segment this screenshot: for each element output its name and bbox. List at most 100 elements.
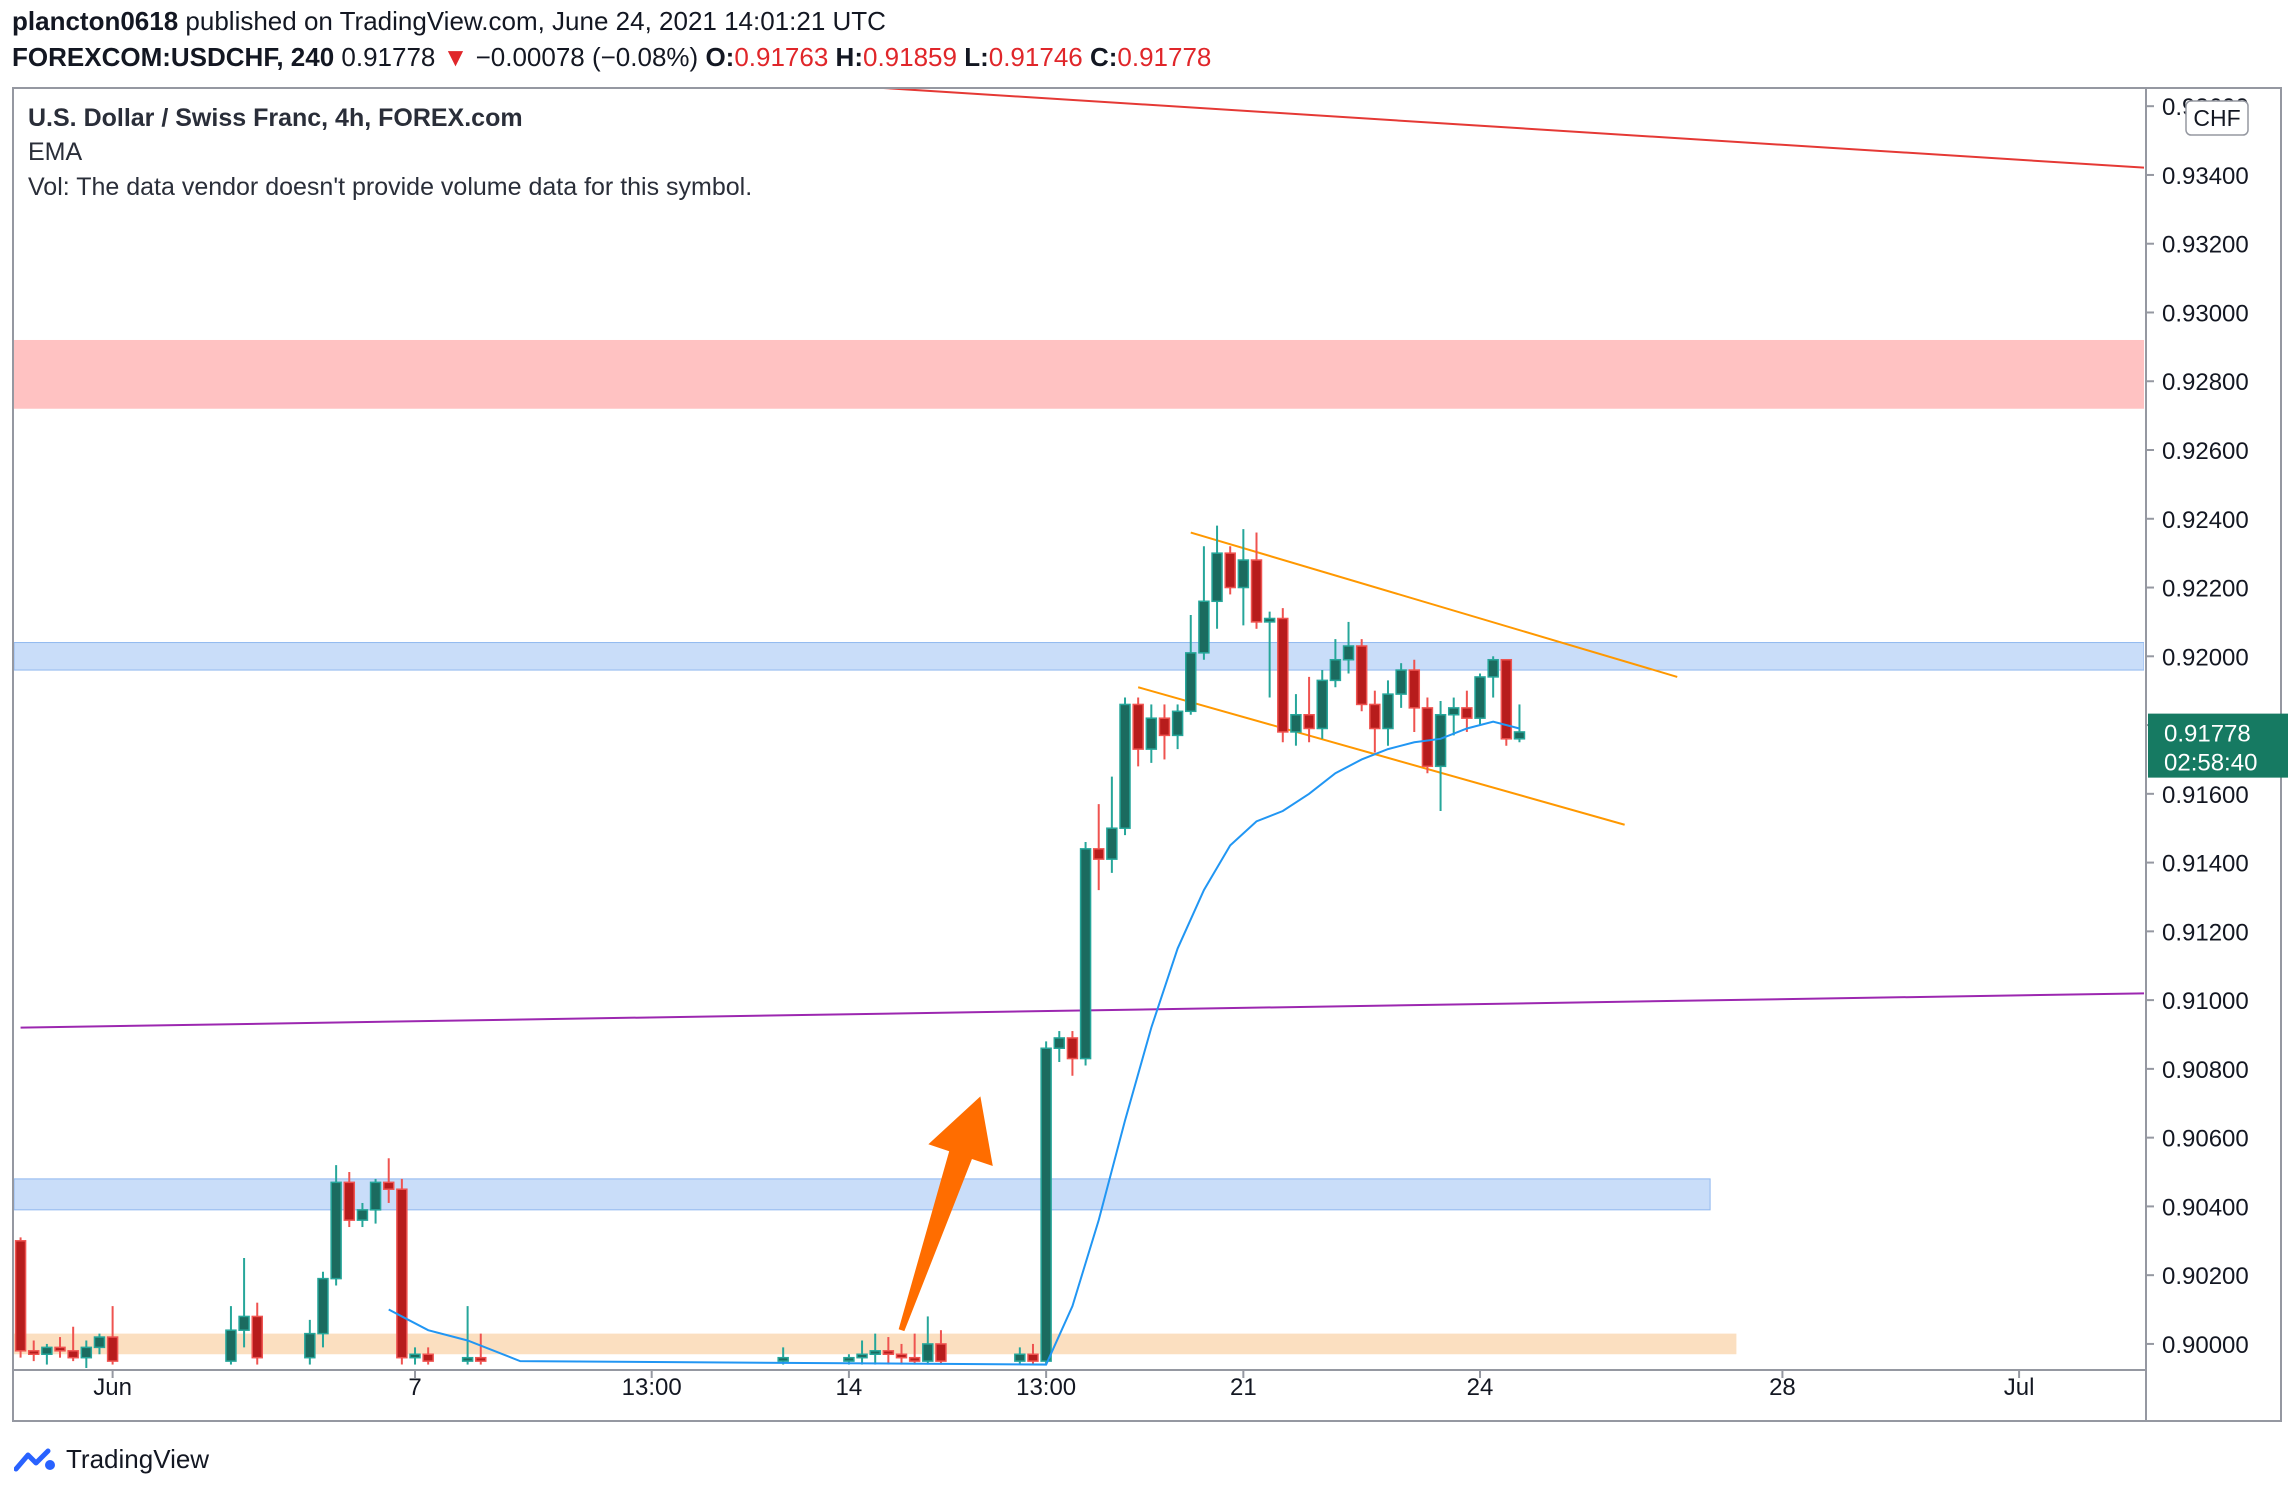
candle (1277, 608, 1289, 743)
candle (935, 1330, 947, 1365)
candle-body (1053, 1037, 1066, 1049)
candle (330, 1165, 342, 1286)
candle (777, 1347, 789, 1365)
x-tick-label: Jun (93, 1374, 132, 1401)
candle (1224, 546, 1236, 595)
candle (409, 1347, 421, 1365)
plot-area (14, 89, 2144, 1368)
high-value: 0.91859 (862, 42, 957, 72)
candle (343, 1172, 356, 1228)
chart-title[interactable]: U.S. Dollar / Swiss Franc, 4h, FOREX.com (28, 104, 523, 132)
close-label: C: (1089, 42, 1118, 72)
candle (922, 1316, 934, 1365)
publisher-name[interactable]: plancton0618 (12, 6, 179, 36)
y-tick-label: 0.90600 (2162, 1126, 2249, 1153)
candle (1461, 690, 1473, 732)
candle-body (1303, 713, 1315, 730)
y-tick-label: 0.90400 (2162, 1194, 2249, 1221)
downtrend-line-red (883, 89, 2144, 169)
candle-body (1355, 645, 1368, 706)
candle-body (80, 1346, 93, 1359)
candle-body (461, 1356, 474, 1362)
candle (1290, 694, 1302, 746)
candle (1119, 697, 1131, 836)
vol-legend: Vol: The data vendor doesn't provide vol… (28, 173, 753, 201)
candle-body (1237, 559, 1250, 589)
candle (1342, 621, 1355, 674)
candle-body (882, 1350, 895, 1355)
candle-body (1342, 645, 1355, 661)
candle-body (1263, 617, 1276, 623)
x-tick-label: 28 (1769, 1374, 1796, 1401)
brand-text: TradingView (66, 1444, 210, 1474)
x-tick-label: 13:00 (1016, 1374, 1076, 1401)
candle-body (304, 1332, 316, 1359)
candle-body (1408, 669, 1421, 709)
candle-body (396, 1188, 408, 1359)
currency-badge[interactable] (2185, 100, 2249, 136)
footer-brand[interactable]: TradingView (14, 1444, 209, 1475)
candle-body (908, 1356, 921, 1362)
candle-body (869, 1350, 881, 1355)
candle (251, 1302, 263, 1365)
y-tick-label: 0.90800 (2162, 1057, 2249, 1084)
low-label: L: (964, 42, 989, 72)
candle (1447, 697, 1460, 736)
candle (238, 1257, 250, 1348)
candle (1303, 676, 1315, 743)
open-label: O: (705, 42, 735, 72)
candle (1250, 532, 1263, 629)
candle-body (1395, 669, 1407, 695)
y-tick-label: 0.92800 (2162, 369, 2249, 396)
candle (882, 1337, 895, 1365)
candle (1408, 659, 1421, 732)
y-tick-label: 0.90000 (2162, 1332, 2249, 1359)
candle (1421, 697, 1434, 774)
candle-body (1092, 848, 1105, 860)
candle (1382, 680, 1394, 746)
candle-body (369, 1181, 382, 1211)
y-tick-label: 0.92200 (2162, 576, 2249, 603)
candle (895, 1343, 908, 1365)
x-tick-label: 21 (1230, 1374, 1257, 1401)
candle-body (1487, 658, 1499, 678)
candle-body (1158, 717, 1171, 737)
candle-body (356, 1209, 369, 1221)
publish-info: plancton0618 published on TradingView.co… (12, 6, 886, 37)
candle (93, 1333, 106, 1355)
candle (1474, 673, 1486, 726)
candle (461, 1306, 474, 1365)
published-text: published on TradingView.com, June 24, 2… (185, 6, 886, 36)
candle-body (14, 1240, 27, 1352)
candle-body (1185, 652, 1197, 713)
candle-body (1447, 707, 1460, 716)
candle (356, 1202, 369, 1228)
channel-lower (1137, 686, 1625, 826)
candle-body (330, 1181, 342, 1280)
candle-body (856, 1353, 868, 1359)
candle-body (422, 1353, 434, 1362)
candle (908, 1333, 921, 1365)
candle (1263, 611, 1276, 698)
ema-line (388, 720, 1520, 1366)
candle-body (1500, 658, 1513, 740)
candle-body (1027, 1353, 1039, 1362)
candle (27, 1340, 40, 1362)
y-tick-label: 0.91200 (2162, 919, 2249, 946)
ema-legend[interactable]: EMA (28, 138, 83, 166)
candle (1500, 658, 1513, 746)
candle (1014, 1347, 1026, 1365)
candle (396, 1178, 408, 1365)
candle-body (409, 1353, 421, 1359)
x-tick-label: 24 (1467, 1374, 1494, 1401)
candle (225, 1306, 237, 1365)
x-tick-label: 7 (408, 1374, 421, 1401)
candle (369, 1178, 382, 1224)
y-tick-label: 0.92600 (2162, 438, 2249, 465)
candle-body (1198, 600, 1210, 654)
candle-body (1119, 703, 1131, 829)
candle-body (1040, 1047, 1052, 1362)
candle-body (777, 1356, 789, 1362)
candle-body (225, 1329, 237, 1362)
